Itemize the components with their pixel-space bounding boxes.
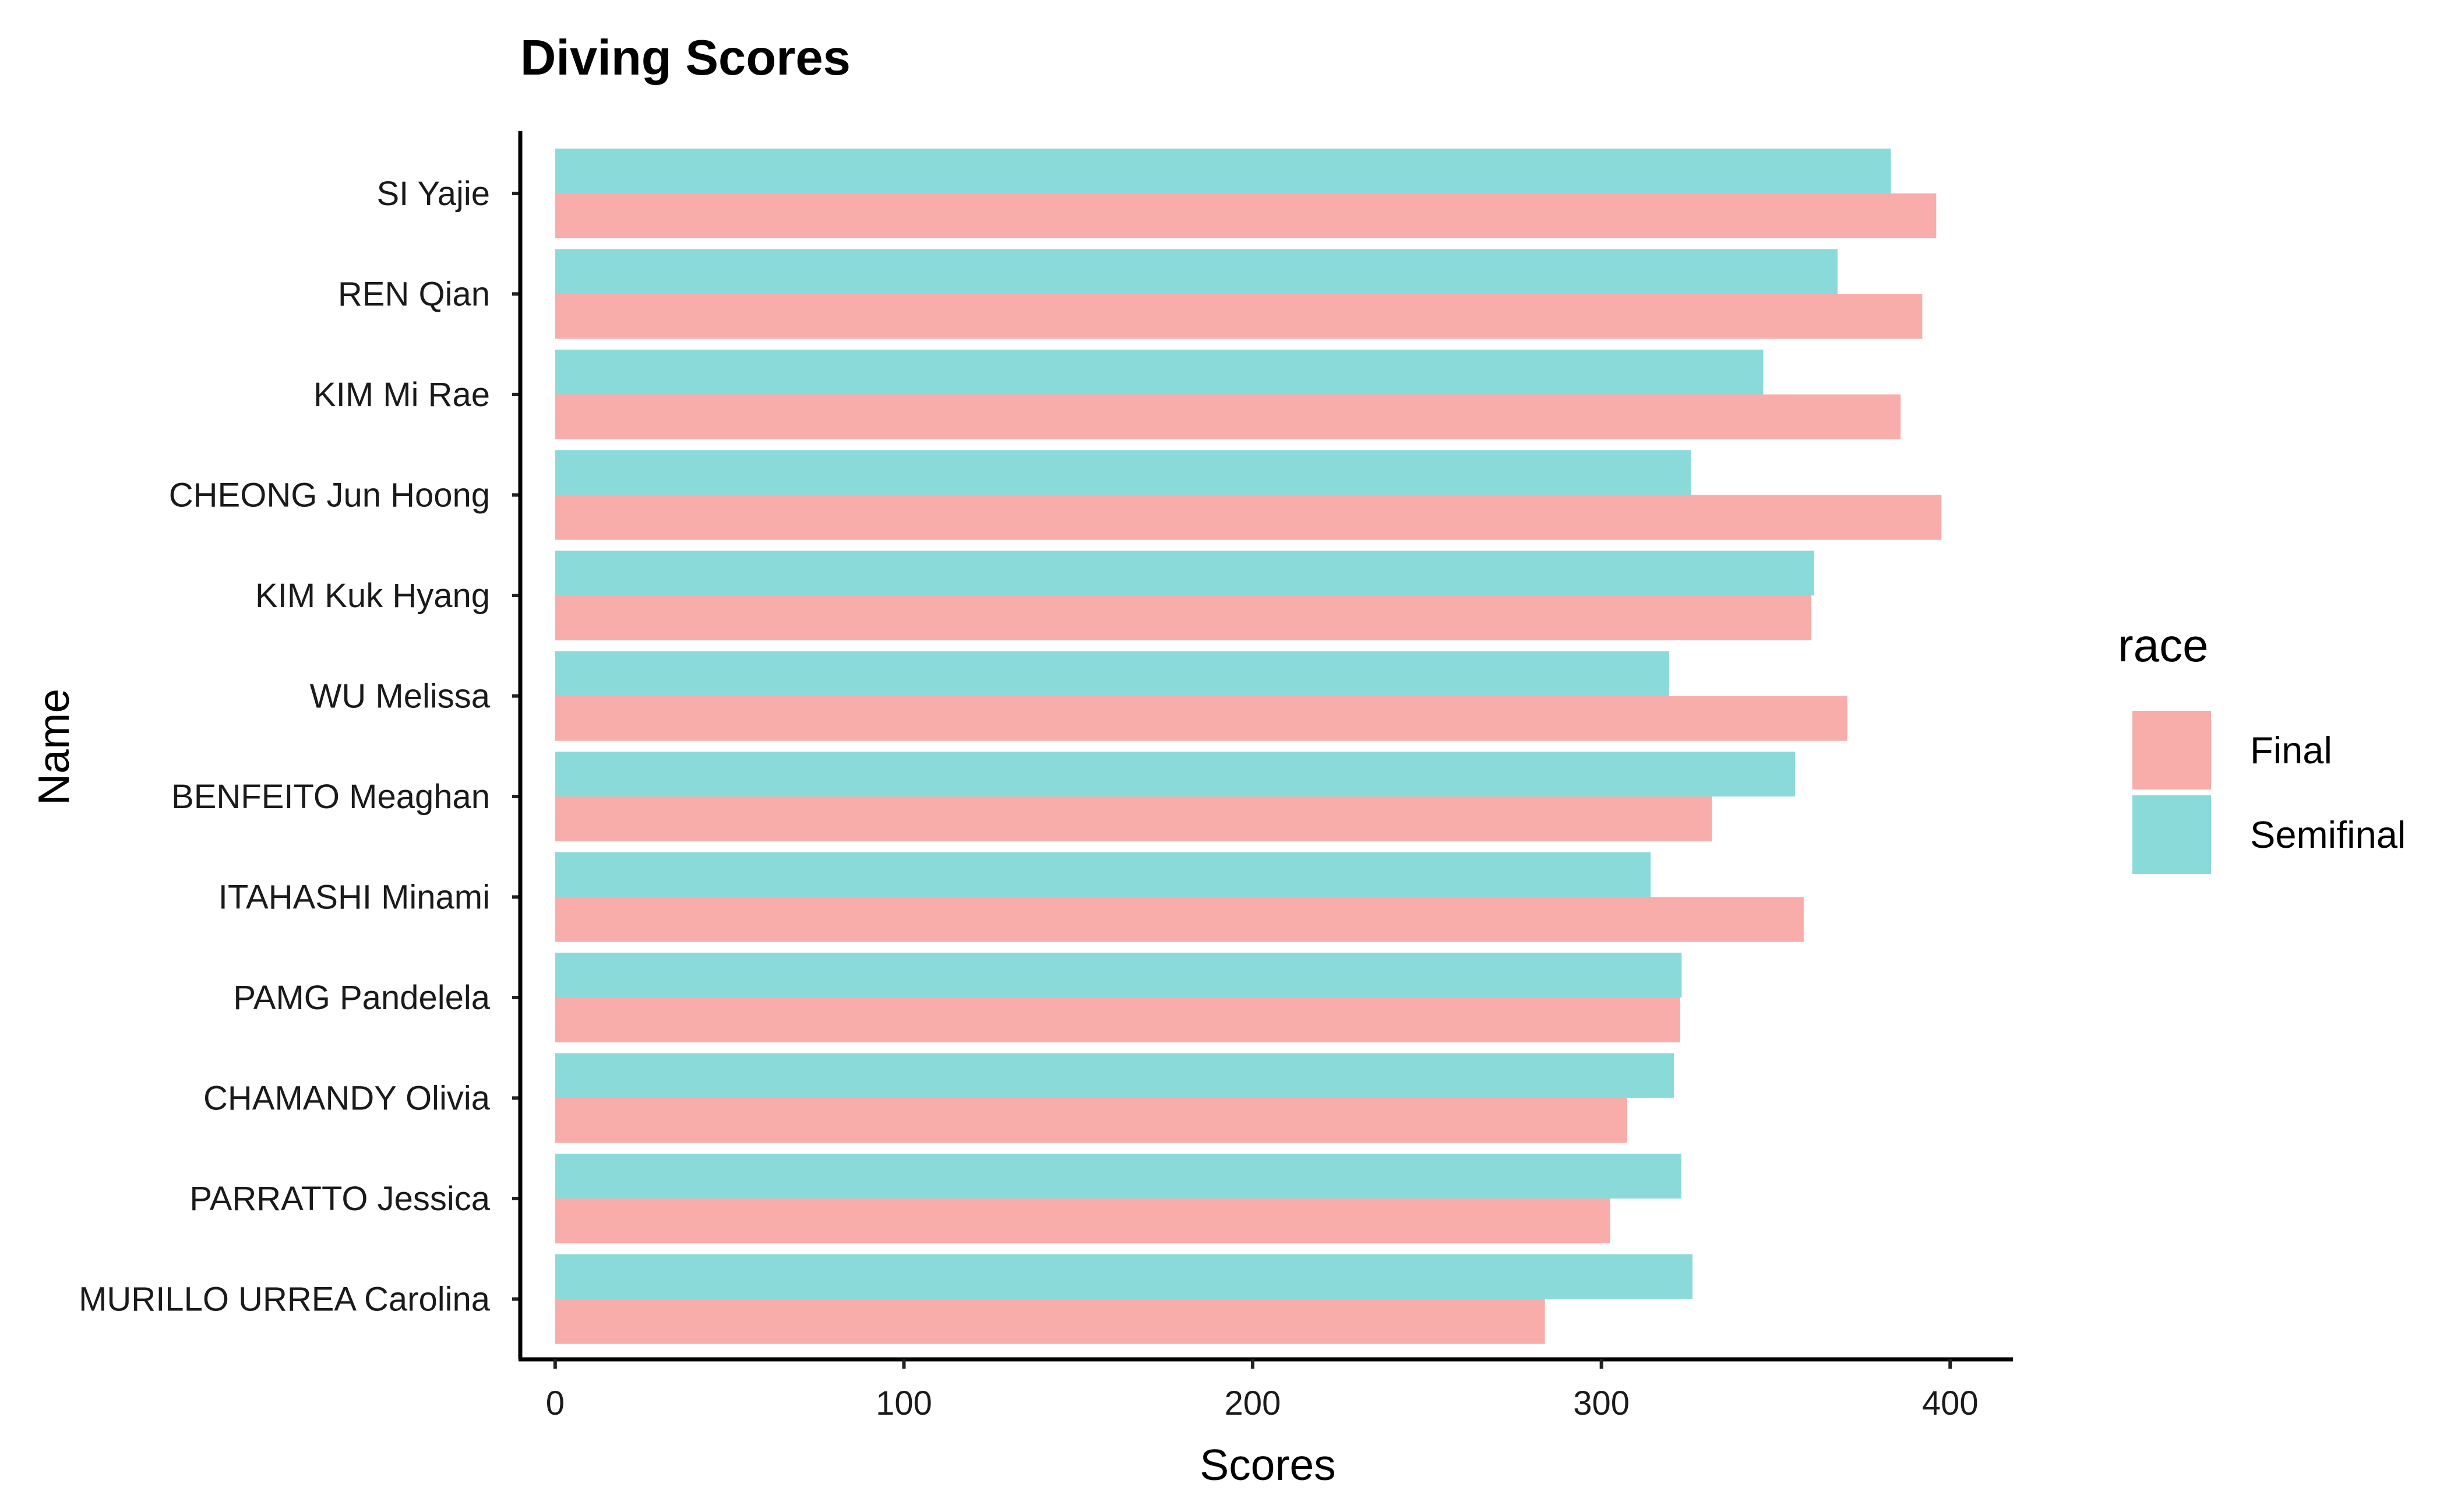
- bar-semifinal-ren-qian: [555, 249, 1838, 294]
- bar-semifinal-cheong-jun-hoong: [555, 450, 1691, 495]
- bar-final-cheong-jun-hoong: [555, 495, 1942, 540]
- x-tick-label: 0: [546, 1384, 565, 1422]
- bar-semifinal-itahashi-minami: [555, 852, 1651, 897]
- legend-swatch-final: [2132, 711, 2211, 790]
- bar-final-itahashi-minami: [555, 897, 1804, 942]
- y-tick-label: PARRATTO Jessica: [189, 1180, 490, 1218]
- x-tick-label: 300: [1573, 1384, 1630, 1422]
- bar-final-parratto-jessica: [555, 1199, 1610, 1243]
- y-tick-label: SI Yajie: [376, 175, 490, 213]
- x-axis: 0 100 200 300 400: [519, 1357, 2013, 1422]
- bar-semifinal-kim-mi-rae: [555, 350, 1764, 394]
- bar-final-chamandy-olivia: [555, 1098, 1627, 1143]
- y-tick-label: ITAHASHI Minami: [218, 879, 490, 917]
- bar-semifinal-parratto-jessica: [555, 1154, 1681, 1199]
- legend-label-final: Final: [2250, 729, 2332, 771]
- y-tick-label: KIM Kuk Hyang: [255, 577, 490, 615]
- legend-title: race: [2118, 619, 2209, 671]
- y-tick-label: MURILLO URREA Carolina: [79, 1281, 491, 1319]
- y-tick-label: CHEONG Jun Hoong: [169, 477, 490, 514]
- bar-final-wu-melissa: [555, 696, 1847, 741]
- bar-semifinal-chamandy-olivia: [555, 1053, 1674, 1098]
- y-tick-label: CHAMANDY Olivia: [203, 1080, 491, 1118]
- x-axis-title: Scores: [1200, 1440, 1335, 1489]
- legend-items: Final Semifinal: [2132, 711, 2406, 874]
- bar-final-ren-qian: [555, 294, 1923, 339]
- bar-semifinal-benfeito-meaghan: [555, 752, 1795, 796]
- bar-semifinal-kim-kuk-hyang: [555, 551, 1814, 595]
- y-tick-label: REN Qian: [338, 276, 490, 313]
- legend-label-semifinal: Semifinal: [2250, 813, 2406, 856]
- y-tick-label: BENFEITO Meaghan: [171, 778, 490, 816]
- bar-semifinal-wu-melissa: [555, 651, 1669, 696]
- y-axis: SI Yajie REN Qian KIM Mi Rae CHEONG Jun Hoo…: [79, 131, 523, 1359]
- bar-final-kim-kuk-hyang: [555, 595, 1812, 640]
- chart-title: Diving Scores: [520, 30, 851, 86]
- legend-swatch-semifinal: [2132, 795, 2211, 874]
- bar-semifinal-si-yajie: [555, 149, 1891, 193]
- bar-final-benfeito-meaghan: [555, 796, 1712, 841]
- bar-final-murillo-urrea-carolina: [555, 1299, 1545, 1344]
- bar-final-pamg-pandelela: [555, 998, 1680, 1042]
- y-tick-label: WU Melissa: [310, 678, 491, 716]
- x-tick-label: 400: [1922, 1384, 1979, 1422]
- y-tick-label: KIM Mi Rae: [313, 376, 490, 414]
- y-axis-title: Name: [29, 689, 78, 805]
- bar-final-si-yajie: [555, 193, 1937, 238]
- bar-semifinal-pamg-pandelela: [555, 953, 1682, 998]
- y-tick-label: PAMG Pandelela: [233, 979, 490, 1017]
- x-tick-label: 200: [1225, 1384, 1281, 1422]
- legend: race Final Semifinal: [2118, 619, 2406, 874]
- bars-group: [555, 149, 1942, 1344]
- bar-semifinal-murillo-urrea-carolina: [555, 1254, 1693, 1299]
- x-tick-label: 100: [876, 1384, 932, 1422]
- bar-final-kim-mi-rae: [555, 394, 1901, 439]
